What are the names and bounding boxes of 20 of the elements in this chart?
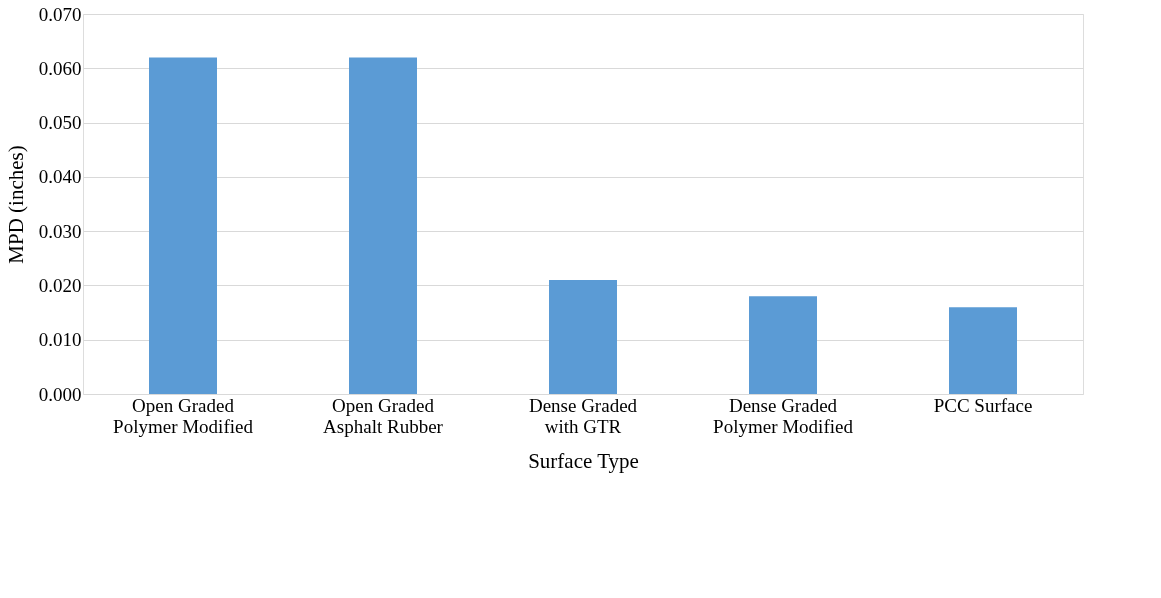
bar [149,57,217,394]
y-tick-label: 0.050 [38,112,82,134]
bar [549,280,617,394]
x-tick-label: PCC Surface [933,394,1033,416]
y-axis-title: MPD (inches) [3,145,28,264]
x-tick-label: Dense Graded with GTR [528,394,638,437]
y-tick-label: 0.040 [38,166,82,188]
y-tick-label: 0.060 [38,57,82,79]
y-tick-label: 0.010 [38,329,82,351]
y-tick-label: 0.020 [38,274,82,296]
bar [749,296,817,394]
y-tick-label: 0.070 [38,3,82,25]
bar [949,307,1017,394]
x-tick-label: Dense Graded Polymer Modified [713,394,854,437]
y-tick-label: 0.000 [38,383,82,405]
x-tick-label: Open Graded Polymer Modified [113,394,254,437]
y-tick-label: 0.030 [38,220,82,242]
x-tick-label: Open Graded Asphalt Rubber [323,394,444,437]
x-axis-title: Surface Type [528,448,639,473]
bar [349,57,417,394]
